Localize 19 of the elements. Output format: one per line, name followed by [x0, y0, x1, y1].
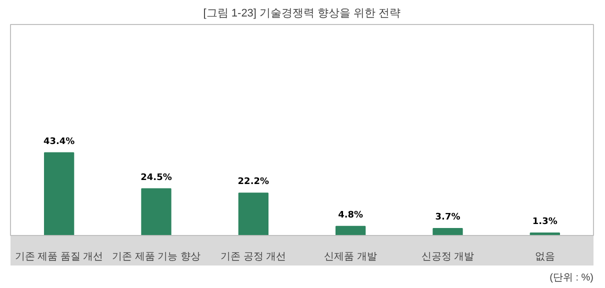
bar	[44, 152, 74, 236]
data-label: 22.2%	[238, 177, 270, 188]
x-tick-label: 기존 공정 개선	[220, 252, 286, 262]
data-label: 4.8%	[338, 210, 364, 220]
data-label: 3.7%	[435, 212, 460, 222]
bar	[432, 228, 463, 236]
x-tick-label: 기존 제품 품질 개선	[14, 252, 104, 262]
data-label: 43.4%	[43, 136, 75, 147]
bar	[336, 226, 366, 236]
data-label: 24.5%	[140, 172, 172, 183]
data-label: 1.3%	[532, 217, 558, 228]
bar	[141, 188, 172, 236]
x-tick-label: 신제품 개발	[324, 252, 377, 262]
bar	[238, 192, 268, 236]
x-tick-label: 없음	[534, 252, 555, 262]
x-tick-label: 기존 제품 기능 향상	[112, 252, 200, 262]
x-tick-label: 신공정 개발	[421, 252, 474, 262]
chart-title: [그림 1-23] 기술경쟁력 향상을 위한 전략	[203, 8, 401, 20]
text: (단위 : %)	[550, 272, 594, 284]
